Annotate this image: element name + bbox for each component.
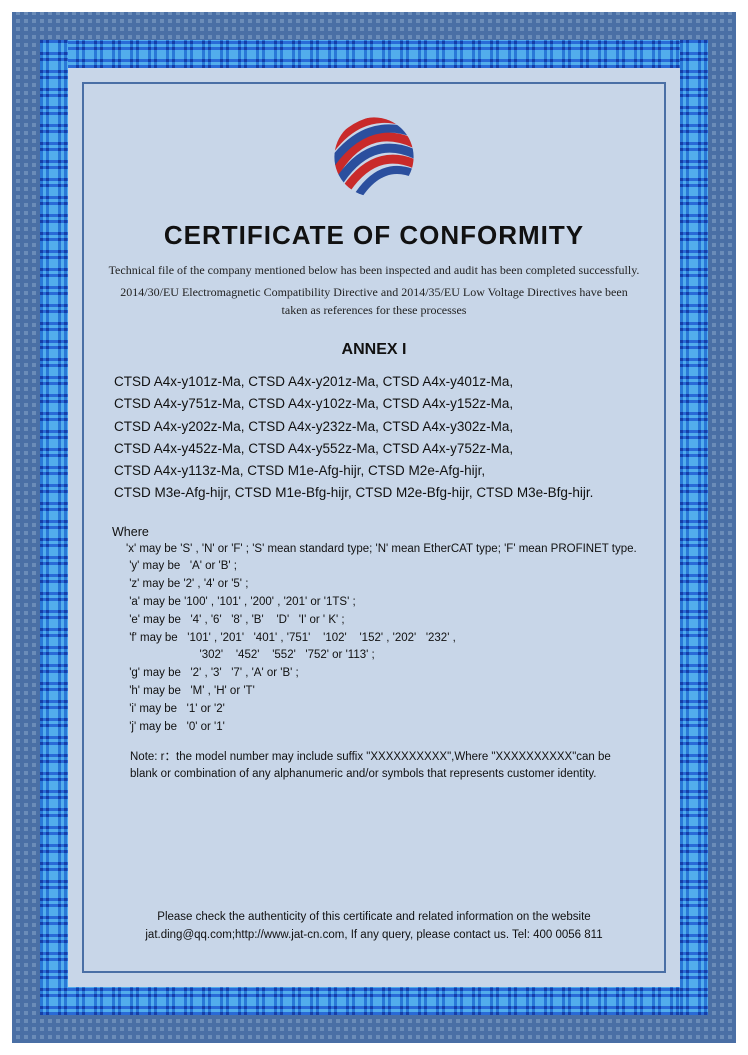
annex-heading: ANNEX I [108,341,640,359]
company-logo-icon [329,112,419,202]
footer-line-2: jat.ding@qq.com;http://www.jat-cn.com, I… [108,927,640,945]
greek-key-border: CERTIFICATE OF CONFORMITY Technical file… [40,40,708,1015]
content-frame: CERTIFICATE OF CONFORMITY Technical file… [82,82,666,973]
footer-block: Please check the authenticity of this ce… [108,909,640,945]
greek-band-right [680,40,708,1015]
certificate-title: CERTIFICATE OF CONFORMITY [108,220,640,251]
subtitle-line-1: Technical file of the company mentioned … [108,261,640,279]
inner-panel: CERTIFICATE OF CONFORMITY Technical file… [68,68,680,987]
where-label: Where [112,525,640,539]
footer-line-1: Please check the authenticity of this ce… [108,909,640,927]
subtitle-line-2: 2014/30/EU Electromagnetic Compatibility… [108,283,640,319]
model-list: CTSD A4x-y101z-Ma, CTSD A4x-y201z-Ma, CT… [114,371,634,505]
greek-band-left [40,40,68,1015]
greek-band-top [40,40,708,68]
greek-band-bottom [40,987,708,1015]
variable-definitions: 'x' may be 'S' , 'N' or 'F' ; 'S' mean s… [126,541,640,737]
note-text: Note: r：the model number may include suf… [130,749,618,784]
outer-border: CERTIFICATE OF CONFORMITY Technical file… [12,12,736,1043]
